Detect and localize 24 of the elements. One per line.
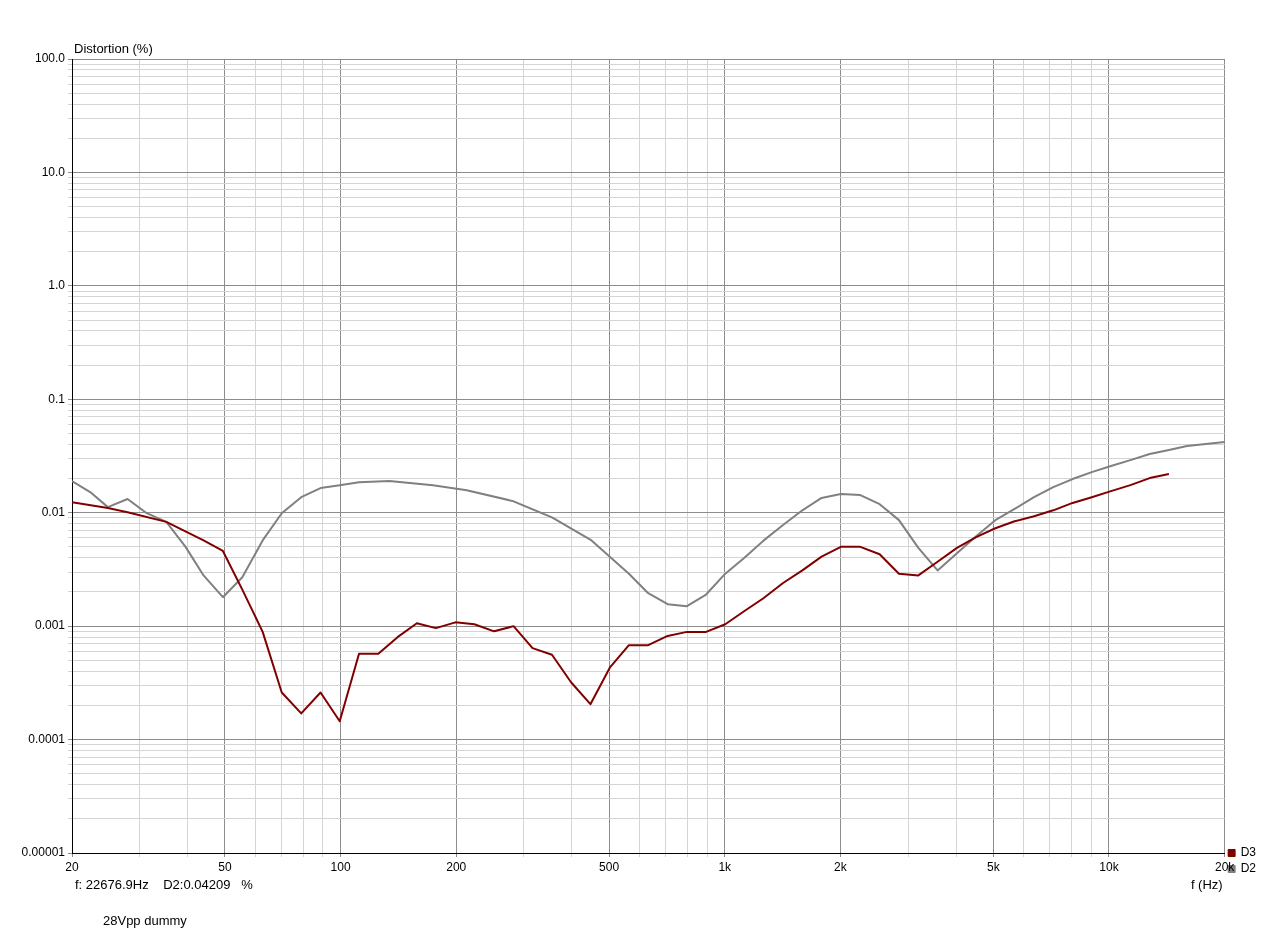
x-axis-title: f (Hz)	[1190, 877, 1223, 892]
x-tick-label: 50	[218, 859, 232, 874]
x-tick-label: 20	[65, 859, 79, 874]
x-tick-label: 2k	[834, 859, 848, 874]
x-tick-label: 5k	[986, 859, 1001, 874]
y-tick-label: 1.0	[48, 278, 66, 293]
y-tick-label: 0.01	[41, 505, 66, 520]
x-tick-label: 200	[446, 859, 467, 874]
x-tick-label: 500	[599, 859, 620, 874]
y-tick-label: 0.1	[48, 391, 66, 406]
x-tick-label: 100	[330, 859, 351, 874]
x-tick-label: 1k	[718, 859, 733, 874]
legend-label: D3	[1240, 845, 1257, 860]
text: 28Vpp dummy	[103, 913, 188, 928]
y-tick-label: 10.0	[41, 164, 66, 179]
y-tick-label: 100.0	[34, 51, 66, 66]
legend-label: D2	[1240, 861, 1257, 876]
text: f: 22676.9Hz D2:0.04209 %	[75, 877, 254, 892]
y-axis-title: Distortion (%)	[74, 41, 153, 56]
x-tick-label: 10k	[1099, 859, 1120, 874]
x-tick-label: 20k	[1214, 859, 1236, 874]
y-tick-label: 0.0001	[28, 731, 66, 746]
y-tick-label: 0.00001	[21, 845, 66, 860]
y-tick-label: 0.001	[34, 618, 66, 633]
